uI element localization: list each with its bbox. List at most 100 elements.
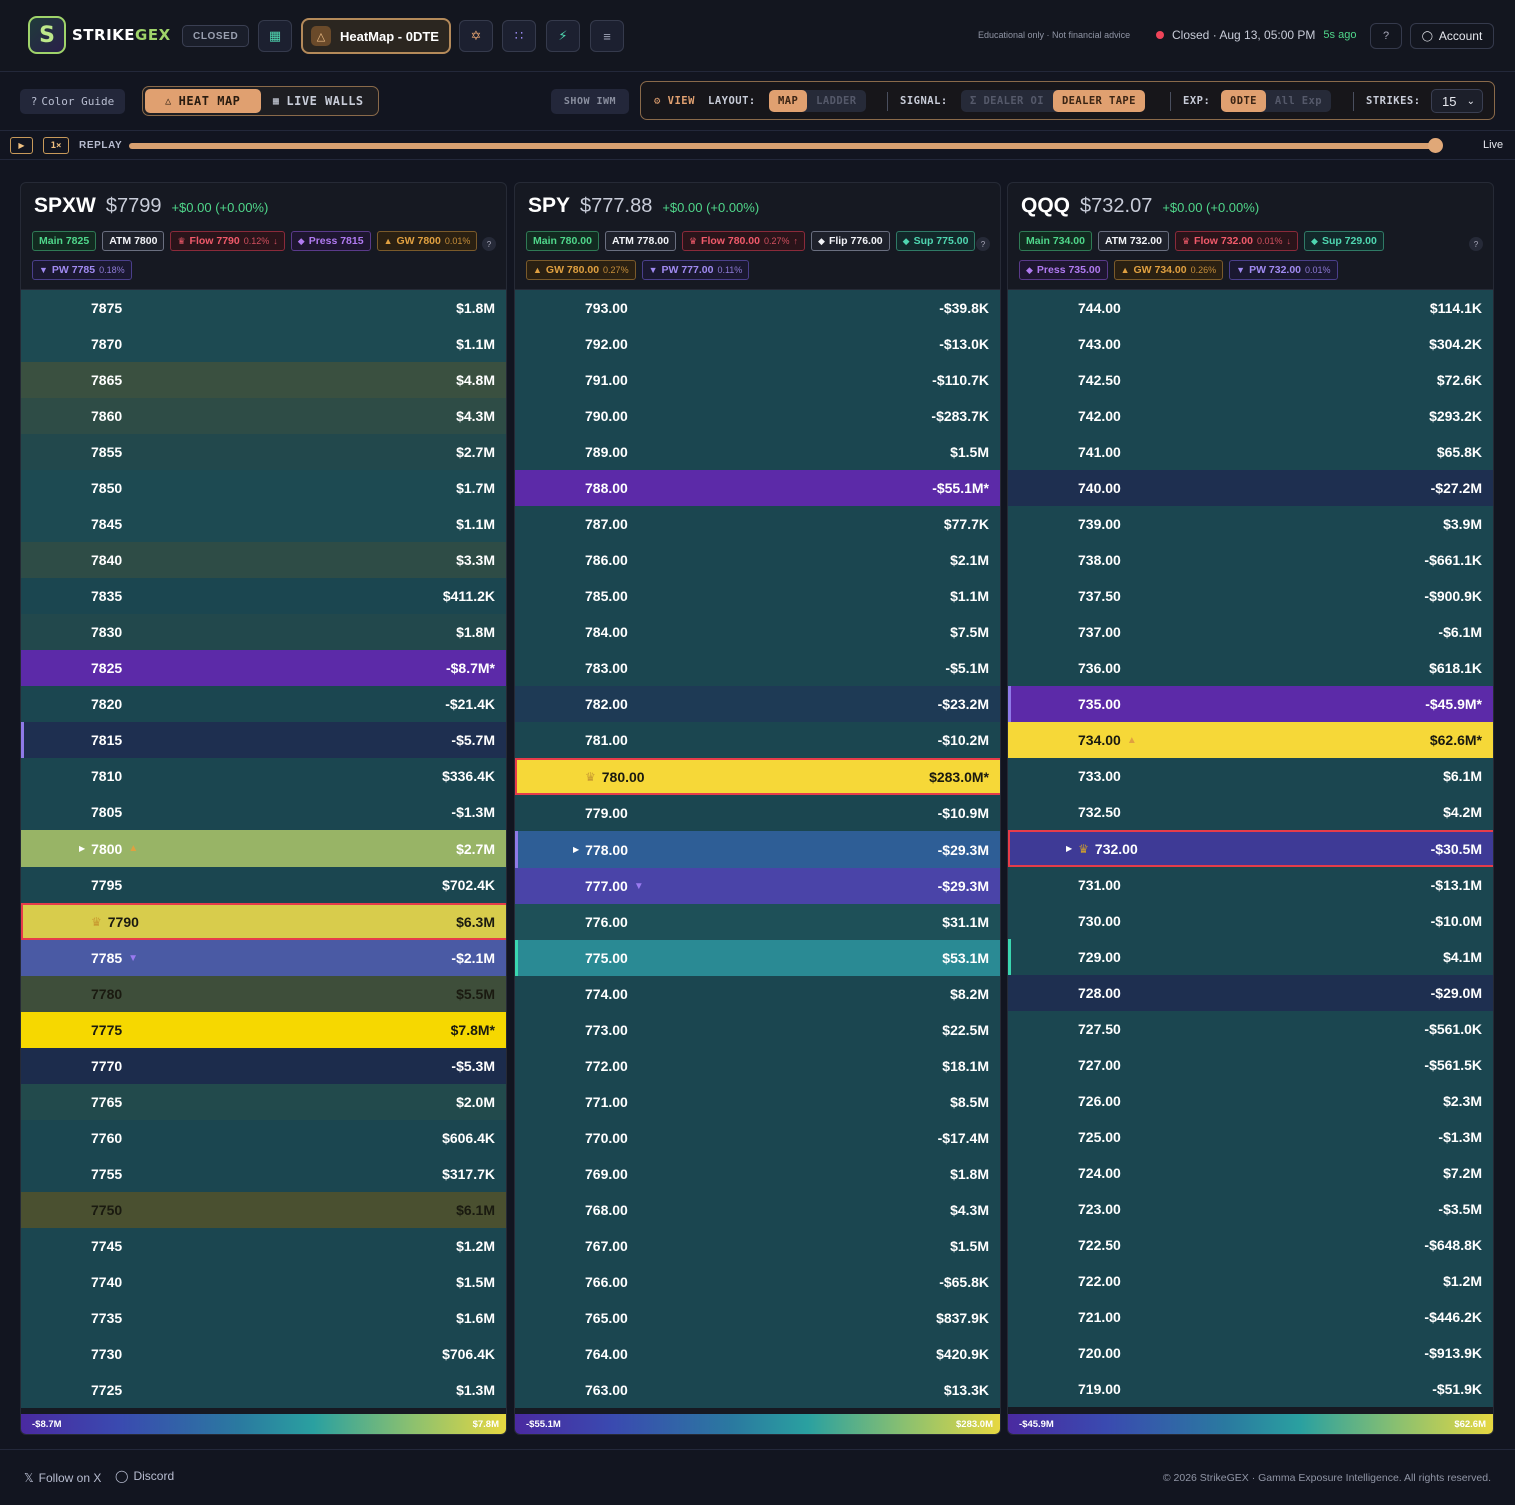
strike-row[interactable]: 776.00 $31.1M <box>515 904 1000 940</box>
strike-row[interactable]: ▶ 7800 ▲ $2.7M <box>21 830 506 867</box>
strike-row[interactable]: 727.50 -$561.0K <box>1008 1011 1493 1047</box>
strike-row[interactable]: 7795 $702.4K <box>21 867 506 903</box>
strike-row[interactable]: 728.00 -$29.0M <box>1008 975 1493 1011</box>
strike-row[interactable]: 734.00 ▲ $62.6M* <box>1008 722 1493 758</box>
strike-row[interactable]: 738.00 -$661.1K <box>1008 542 1493 578</box>
strike-row[interactable]: 744.00 $114.1K <box>1008 290 1493 326</box>
replay-slider[interactable] <box>129 138 1443 153</box>
show-iwm-button[interactable]: SHOW IWM <box>551 89 629 114</box>
tool-button-4[interactable]: ≡ <box>590 20 624 52</box>
strike-row[interactable]: 771.00 $8.5M <box>515 1084 1000 1120</box>
strike-row[interactable]: 793.00 -$39.8K <box>515 290 1000 326</box>
strike-row[interactable]: 724.00 $7.2M <box>1008 1155 1493 1191</box>
strike-row[interactable]: 730.00 -$10.0M <box>1008 903 1493 939</box>
strike-row[interactable]: 729.00 $4.1M <box>1008 939 1493 975</box>
strike-row[interactable]: 743.00 $304.2K <box>1008 326 1493 362</box>
strike-row[interactable]: 786.00 $2.1M <box>515 542 1000 578</box>
strike-row[interactable]: 7770 -$5.3M <box>21 1048 506 1084</box>
strike-row[interactable]: 733.00 $6.1M <box>1008 758 1493 794</box>
strike-row[interactable]: 782.00 -$23.2M <box>515 686 1000 722</box>
strike-row[interactable]: 783.00 -$5.1M <box>515 650 1000 686</box>
strike-row[interactable]: 769.00 $1.8M <box>515 1156 1000 1192</box>
strike-row[interactable]: 7745 $1.2M <box>21 1228 506 1264</box>
live-walls-tab[interactable]: ▦ LIVE WALLS <box>261 89 377 113</box>
strike-row[interactable]: 779.00 -$10.9M <box>515 795 1000 831</box>
strike-row[interactable]: 719.00 -$51.9K <box>1008 1371 1493 1407</box>
heatmap-tab-button[interactable]: △ HeatMap - 0DTE <box>301 18 451 54</box>
strike-row[interactable]: 7725 $1.3M <box>21 1372 506 1408</box>
strike-row[interactable]: 7875 $1.8M <box>21 290 506 326</box>
strike-row[interactable]: 768.00 $4.3M <box>515 1192 1000 1228</box>
play-button[interactable]: ▶ <box>10 137 33 154</box>
exp-all-option[interactable]: All Exp <box>1274 95 1322 107</box>
strike-row[interactable]: 791.00 -$110.7K <box>515 362 1000 398</box>
strike-row[interactable]: 765.00 $837.9K <box>515 1300 1000 1336</box>
strike-row[interactable]: 764.00 $420.9K <box>515 1336 1000 1372</box>
strike-row[interactable]: ▶ 778.00 -$29.3M <box>515 831 1000 868</box>
strike-row[interactable]: 7840 $3.3M <box>21 542 506 578</box>
strike-row[interactable]: 722.50 -$648.8K <box>1008 1227 1493 1263</box>
strike-row[interactable]: 766.00 -$65.8K <box>515 1264 1000 1300</box>
strike-row[interactable]: 7865 $4.8M <box>21 362 506 398</box>
strike-row[interactable]: ▶ ♛ 732.00 -$30.5M <box>1008 830 1493 867</box>
account-button[interactable]: ◯ Account <box>1410 23 1494 49</box>
strike-row[interactable]: 737.50 -$900.9K <box>1008 578 1493 614</box>
strike-row[interactable]: 7835 $411.2K <box>21 578 506 614</box>
strike-row[interactable]: 790.00 -$283.7K <box>515 398 1000 434</box>
strike-row[interactable]: 722.00 $1.2M <box>1008 1263 1493 1299</box>
strike-row[interactable]: 7760 $606.4K <box>21 1120 506 1156</box>
logo[interactable]: S STRIKEGEX <box>28 16 171 54</box>
heat-map-tab[interactable]: △ HEAT MAP <box>145 89 261 113</box>
strike-row[interactable]: 7765 $2.0M <box>21 1084 506 1120</box>
exp-0dte-option[interactable]: 0DTE <box>1221 90 1266 112</box>
strike-row[interactable]: 737.00 -$6.1M <box>1008 614 1493 650</box>
strike-row[interactable]: 781.00 -$10.2M <box>515 722 1000 758</box>
strike-row[interactable]: 773.00 $22.5M <box>515 1012 1000 1048</box>
strike-row[interactable]: 7860 $4.3M <box>21 398 506 434</box>
strike-row[interactable]: 740.00 -$27.2M <box>1008 470 1493 506</box>
follow-x-link[interactable]: 𝕏 Follow on X <box>24 1471 101 1485</box>
strike-row[interactable]: 770.00 -$17.4M <box>515 1120 1000 1156</box>
strike-row[interactable]: 726.00 $2.3M <box>1008 1083 1493 1119</box>
strike-row[interactable]: 742.00 $293.2K <box>1008 398 1493 434</box>
strike-row[interactable]: 7755 $317.7K <box>21 1156 506 1192</box>
strike-row[interactable]: 792.00 -$13.0K <box>515 326 1000 362</box>
strike-row[interactable]: 789.00 $1.5M <box>515 434 1000 470</box>
strike-row[interactable]: 732.50 $4.2M <box>1008 794 1493 830</box>
panel-help-icon[interactable]: ? <box>1469 237 1483 251</box>
strike-row[interactable]: 7750 $6.1M <box>21 1192 506 1228</box>
strike-row[interactable]: 772.00 $18.1M <box>515 1048 1000 1084</box>
strikes-select[interactable]: 15 ⌄ <box>1431 89 1483 113</box>
strike-row[interactable]: 774.00 $8.2M <box>515 976 1000 1012</box>
tool-button-3[interactable]: ⚡ <box>546 20 580 52</box>
layout-map-option[interactable]: MAP <box>769 90 808 112</box>
strike-row[interactable]: 7820 -$21.4K <box>21 686 506 722</box>
help-button[interactable]: ? <box>1370 23 1402 49</box>
strike-row[interactable]: 788.00 -$55.1M* <box>515 470 1000 506</box>
strike-row[interactable]: ♛ 7790 $6.3M <box>21 903 506 940</box>
strike-row[interactable]: 7780 $5.5M <box>21 976 506 1012</box>
strike-row[interactable]: 736.00 $618.1K <box>1008 650 1493 686</box>
strike-row[interactable]: 7815 -$5.7M <box>21 722 506 758</box>
color-guide-button[interactable]: ? Color Guide <box>20 89 125 114</box>
strike-row[interactable]: 7740 $1.5M <box>21 1264 506 1300</box>
strike-row[interactable]: 7830 $1.8M <box>21 614 506 650</box>
layout-ladder-option[interactable]: LADDER <box>816 95 857 107</box>
map-view-button[interactable]: ▦ <box>258 20 292 52</box>
strike-row[interactable]: 7735 $1.6M <box>21 1300 506 1336</box>
panel-help-icon[interactable]: ? <box>482 237 496 251</box>
strike-row[interactable]: 739.00 $3.9M <box>1008 506 1493 542</box>
strike-row[interactable]: 787.00 $77.7K <box>515 506 1000 542</box>
strike-row[interactable]: 7870 $1.1M <box>21 326 506 362</box>
discord-link[interactable]: ◯ Discord <box>115 1469 174 1483</box>
strike-row[interactable]: 735.00 -$45.9M* <box>1008 686 1493 722</box>
strike-row[interactable]: 7805 -$1.3M <box>21 794 506 830</box>
strike-row[interactable]: 7810 $336.4K <box>21 758 506 794</box>
strike-row[interactable]: ♛ 780.00 $283.0M* <box>515 758 1000 795</box>
strike-row[interactable]: 7855 $2.7M <box>21 434 506 470</box>
speed-button[interactable]: 1× <box>43 137 69 154</box>
strike-row[interactable]: 784.00 $7.5M <box>515 614 1000 650</box>
strike-row[interactable]: 741.00 $65.8K <box>1008 434 1493 470</box>
strike-row[interactable]: 7785 ▼ -$2.1M <box>21 940 506 976</box>
tool-button-1[interactable]: ✡ <box>459 20 493 52</box>
